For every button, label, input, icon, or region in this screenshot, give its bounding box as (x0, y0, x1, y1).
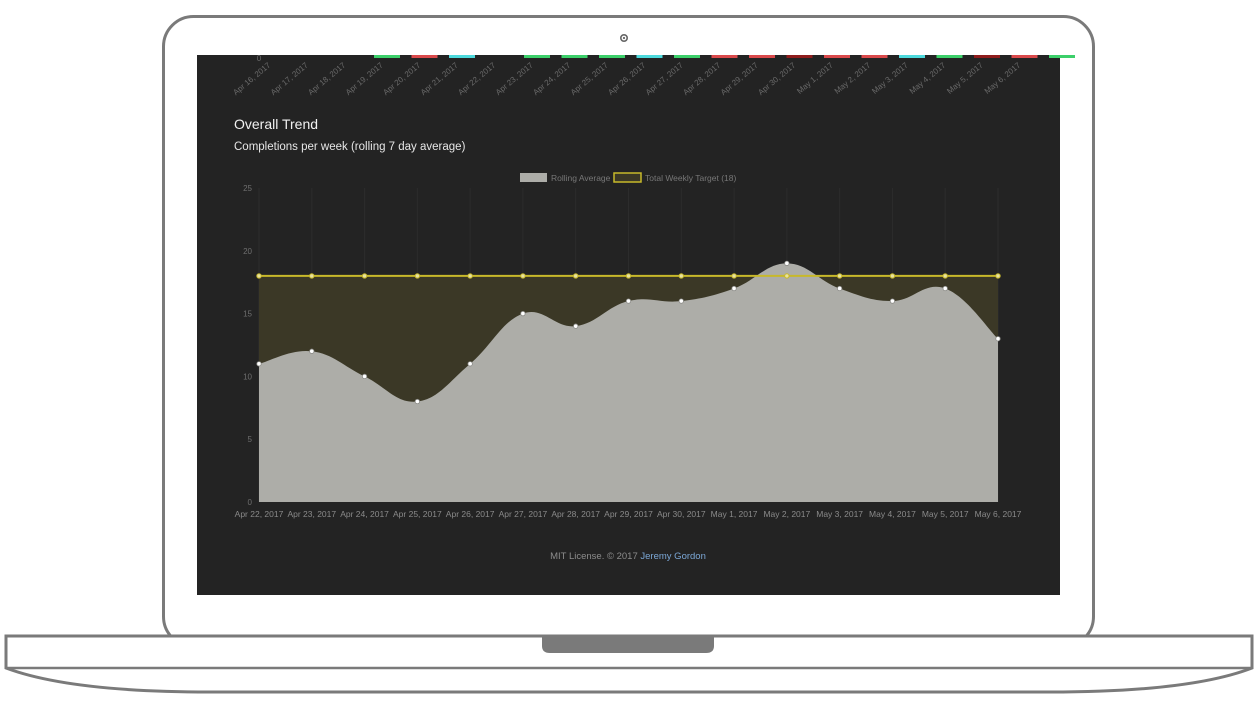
rolling-average-point (678, 298, 684, 304)
target-point (520, 273, 526, 279)
daily-bar (711, 55, 738, 58)
section-subtitle: Completions per week (rolling 7 day aver… (234, 141, 466, 153)
target-point (625, 273, 632, 279)
target-point (361, 273, 368, 279)
rolling-average-point (361, 373, 368, 379)
x-tick-label: May 4, 2017 (869, 509, 916, 519)
trend-chart: 0 5 10 15 20 25 Apr 22, 2017 Apr 23, 2017 Apr 24… (235, 184, 1022, 519)
rolling-average-point (942, 285, 948, 292)
webcam-lens-icon (622, 36, 626, 40)
daily-bar (374, 55, 400, 58)
target-point (784, 273, 790, 279)
legend-swatch-weekly-target (613, 172, 642, 183)
daily-bar (449, 55, 475, 58)
rolling-average-point (784, 260, 790, 266)
x-tick-label: May 2, 2017 (763, 509, 810, 519)
rolling-average-point (625, 298, 632, 304)
target-point (836, 273, 843, 279)
rolling-average-point (995, 336, 1001, 342)
x-tick-label: Apr 23, 2017 (287, 509, 336, 519)
y-tick-label: 25 (243, 184, 252, 193)
author-link[interactable]: Jeremy Gordon (640, 551, 705, 562)
target-point (467, 273, 473, 279)
legend-swatch-rolling-average (520, 173, 547, 182)
daily-bar (561, 55, 588, 58)
y-tick-label: 15 (243, 310, 252, 319)
target-point (995, 273, 1001, 279)
y-tick-label: 10 (243, 372, 252, 381)
x-tick-label: Apr 30, 2017 (657, 509, 706, 519)
target-point (256, 273, 262, 279)
x-tick-label: May 1, 2017 (711, 509, 758, 519)
rolling-average-point (309, 348, 315, 354)
x-tick-label: Apr 25, 2017 (393, 509, 442, 519)
laptop-base (4, 634, 1254, 694)
rolling-average-point (837, 285, 843, 292)
rolling-average-point (414, 398, 420, 405)
daily-bar (674, 55, 700, 58)
daily-bar (636, 55, 663, 58)
y-tick-label: 5 (248, 435, 253, 444)
daily-bar (524, 55, 550, 58)
license-text: MIT License. © 2017 (550, 551, 640, 562)
daily-bar (411, 55, 438, 58)
x-tick-label: Apr 27, 2017 (499, 509, 548, 519)
rolling-average-point (467, 361, 473, 367)
rolling-average-point (573, 323, 579, 329)
daily-bar (1049, 55, 1075, 58)
daily-bar (1011, 55, 1038, 58)
y-tick-label: 0 (248, 498, 253, 507)
footer-text: MIT License. © 2017 Jeremy Gordon (550, 551, 706, 562)
daily-bar (936, 55, 963, 58)
x-tick-label: Apr 26, 2017 (446, 509, 495, 519)
target-point (309, 273, 315, 279)
daily-bar (749, 55, 775, 58)
x-tick-label: Apr 22, 2017 (235, 509, 284, 519)
legend-label-weekly-target: Total Weekly Target (18) (645, 173, 737, 183)
daily-bar (974, 55, 1000, 58)
x-tick-label: Apr 29, 2017 (604, 509, 653, 519)
rolling-average-point (256, 361, 262, 367)
daily-bar (861, 55, 888, 58)
rolling-average-point (520, 310, 526, 317)
x-tick-label: May 6, 2017 (975, 509, 1022, 519)
daily-chart-y-zero: 0 (257, 54, 262, 63)
target-point (414, 273, 421, 279)
x-tick-label: Apr 24, 2017 (340, 509, 389, 519)
rolling-average-point (889, 298, 896, 304)
legend-label-rolling-average: Rolling Average (551, 173, 611, 183)
rolling-average-area (259, 263, 998, 502)
daily-bar (599, 55, 625, 58)
daily-bar (786, 55, 813, 58)
target-point (731, 273, 737, 279)
x-tick-label: May 5, 2017 (922, 509, 969, 519)
laptop-notch (542, 637, 714, 653)
x-tick-label: Apr 28, 2017 (551, 509, 600, 519)
target-point (942, 273, 948, 279)
rolling-average-point (731, 285, 737, 292)
section-title: Overall Trend (234, 116, 318, 132)
y-tick-label: 20 (243, 247, 252, 256)
target-point (573, 273, 579, 279)
target-point (678, 273, 684, 279)
daily-bar (824, 55, 850, 58)
chart-legend: Rolling Average Total Weekly Target (18) (520, 172, 737, 183)
daily-bar (899, 55, 925, 58)
target-point (889, 273, 896, 279)
x-tick-label: May 3, 2017 (816, 509, 863, 519)
